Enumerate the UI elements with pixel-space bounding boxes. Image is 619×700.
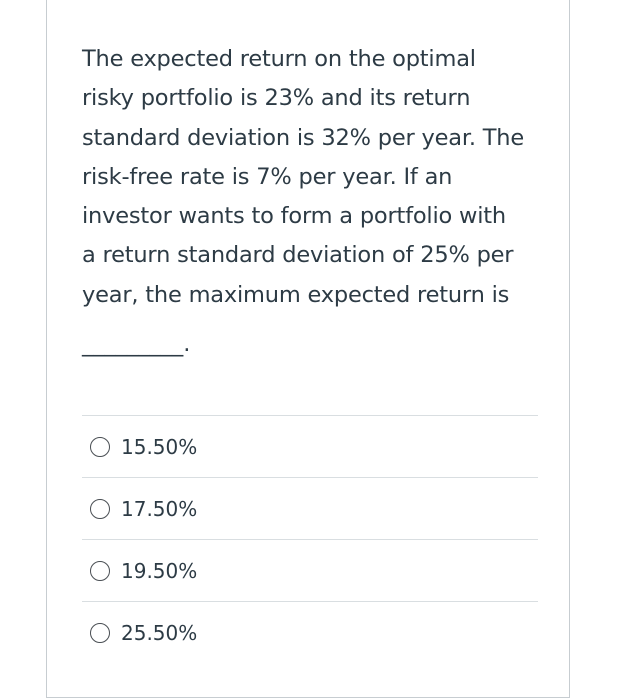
answer-label: 19.50% <box>121 558 198 583</box>
answer-label: 25.50% <box>121 620 198 645</box>
answer-option[interactable]: 15.50% <box>82 415 538 477</box>
radio-button-icon[interactable] <box>90 436 110 457</box>
radio-button-icon[interactable] <box>90 622 110 643</box>
question-text: The expected return on the optimal risky… <box>82 40 552 315</box>
question-line: year, the maximum expected return is <box>82 281 510 308</box>
question-line: standard deviation is 32% per year. The <box>82 124 524 151</box>
answer-label: 15.50% <box>121 434 198 459</box>
answer-list: 15.50% 17.50% 19.50% 25.50% <box>82 415 538 663</box>
answer-option[interactable]: 17.50% <box>82 477 538 539</box>
question-line: investor wants to form a portfolio with <box>82 203 506 230</box>
radio-button-icon[interactable] <box>90 560 110 581</box>
answer-option[interactable]: 25.50% <box>82 601 538 663</box>
answer-blank: _________. <box>82 331 191 357</box>
radio-button-icon[interactable] <box>90 498 110 519</box>
question-line: risk-free rate is 7% per year. If an <box>82 163 453 190</box>
answer-option[interactable]: 19.50% <box>82 539 538 601</box>
question-card: The expected return on the optimal risky… <box>46 0 570 698</box>
question-line: a return standard deviation of 25% per <box>82 242 514 269</box>
question-line: risky portfolio is 23% and its return <box>82 85 471 112</box>
answer-label: 17.50% <box>121 496 198 521</box>
question-line: The expected return on the optimal <box>82 46 476 72</box>
